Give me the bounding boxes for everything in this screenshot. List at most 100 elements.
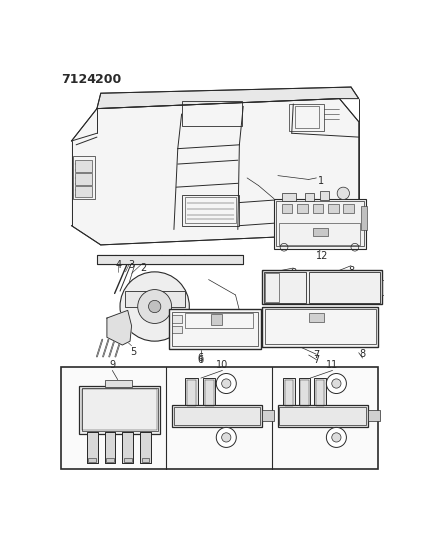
Circle shape [149, 301, 161, 313]
Text: -- -- --  -- --: -- -- -- -- -- [283, 419, 308, 425]
Bar [262, 270, 382, 304]
Text: 8: 8 [360, 349, 366, 359]
Bar [140, 432, 151, 463]
Circle shape [332, 433, 341, 442]
Bar [265, 273, 279, 302]
Bar [361, 206, 367, 230]
Bar [89, 458, 96, 462]
Bar [274, 199, 366, 249]
Text: HEAT: HEAT [347, 332, 360, 337]
Text: 2: 2 [140, 263, 146, 272]
Bar [82, 389, 157, 431]
Bar [205, 379, 214, 406]
Bar [312, 228, 328, 236]
Bar [104, 432, 116, 463]
Bar [328, 204, 339, 213]
Bar [104, 432, 116, 463]
Bar [285, 379, 293, 406]
Bar [279, 223, 360, 245]
Circle shape [216, 427, 236, 447]
Bar [315, 379, 324, 406]
Bar [169, 309, 261, 349]
Text: OFF: OFF [316, 332, 326, 337]
Text: 5: 5 [130, 348, 136, 357]
Polygon shape [107, 310, 131, 345]
Bar [297, 204, 308, 213]
Bar [140, 432, 151, 463]
Bar [172, 312, 258, 346]
Text: 8: 8 [348, 265, 354, 276]
Bar [283, 378, 295, 407]
Circle shape [327, 427, 346, 447]
Circle shape [222, 379, 231, 388]
Bar [97, 255, 243, 264]
Bar [73, 156, 95, 199]
Bar [181, 101, 242, 126]
Text: 6: 6 [198, 355, 204, 365]
Bar [309, 313, 324, 322]
Circle shape [138, 289, 172, 324]
Circle shape [222, 433, 231, 442]
Bar [106, 458, 114, 462]
Bar [343, 204, 354, 213]
Text: 8: 8 [290, 268, 296, 278]
Bar [368, 410, 380, 421]
Bar [305, 193, 314, 201]
Text: 8: 8 [375, 281, 381, 291]
Bar [320, 191, 330, 200]
Bar [185, 313, 253, 328]
Bar [203, 378, 216, 407]
Bar [181, 195, 239, 225]
Bar [314, 378, 326, 407]
Bar [262, 306, 378, 346]
Bar [211, 314, 223, 325]
Text: 11: 11 [327, 360, 339, 370]
Text: -- -- --  -- --: -- -- -- -- -- [178, 419, 203, 425]
Bar [309, 272, 380, 303]
Text: 1: 1 [318, 176, 324, 187]
Text: 7: 7 [313, 355, 319, 365]
Text: FLOOR: FLOOR [312, 293, 329, 297]
Bar [172, 326, 181, 334]
Bar [299, 378, 310, 407]
Bar [61, 367, 378, 469]
Text: BLOWER: BLOWER [188, 335, 209, 340]
Text: 6: 6 [198, 353, 204, 363]
Text: 7: 7 [313, 350, 319, 360]
Text: 10: 10 [216, 360, 229, 370]
Circle shape [327, 374, 346, 393]
Bar [185, 197, 235, 223]
Bar [81, 388, 158, 431]
Bar [300, 379, 309, 406]
Bar [264, 272, 306, 303]
Bar [142, 458, 149, 462]
Bar [172, 315, 181, 322]
Bar [124, 458, 131, 462]
Bar [87, 432, 98, 463]
Bar [74, 187, 92, 197]
Bar [122, 432, 133, 463]
Text: 3: 3 [128, 260, 135, 270]
Bar [104, 379, 131, 387]
Bar [187, 379, 196, 406]
Bar [282, 204, 292, 213]
Text: 7124: 7124 [61, 73, 96, 86]
Text: 200: 200 [95, 73, 121, 86]
Bar [382, 280, 388, 295]
Bar [312, 204, 323, 213]
Bar [74, 173, 92, 185]
Bar [79, 386, 160, 433]
Text: OFF: OFF [226, 335, 235, 340]
Bar [279, 407, 366, 425]
Polygon shape [71, 99, 359, 245]
Circle shape [216, 374, 236, 393]
Bar [295, 106, 319, 128]
Circle shape [337, 187, 350, 199]
Text: 4: 4 [116, 260, 122, 270]
Circle shape [120, 272, 189, 341]
Bar [276, 201, 364, 246]
Text: TEMP: TEMP [265, 274, 276, 278]
Bar [185, 378, 198, 407]
Text: BLOWER: BLOWER [274, 332, 295, 337]
Text: 9: 9 [109, 360, 116, 370]
